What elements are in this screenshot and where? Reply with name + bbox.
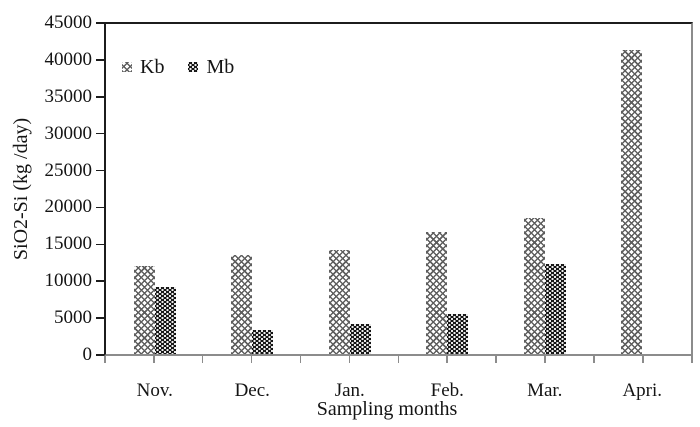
x-tick-mark [446,356,448,363]
y-tick-label: 45000 [44,12,93,33]
y-tick-label: 35000 [44,85,93,107]
y-tick-label: 15000 [44,233,93,255]
bar-kb-apri [621,50,643,354]
bar-mb-mar [544,264,566,354]
y-tick-label: 40000 [44,48,93,70]
legend: Kb Mb [122,57,234,77]
bar-mb-nov [154,287,176,354]
x-tick-mark [348,356,351,363]
legend-item-kb: Kb [122,57,164,77]
legend-label-kb: Kb [140,56,165,78]
x-tick-mark [642,356,644,363]
y-tick-label: 0 [82,344,93,365]
y-tick-mark [96,280,105,283]
bar-kb-jan [328,250,350,354]
x-tick-mark [495,356,497,363]
y-tick-mark [96,22,105,24]
y-tick-mark [96,206,105,209]
x-tick-mark [104,356,106,363]
legend-label-mb: Mb [206,56,235,78]
x-category-label: Dec. [234,380,270,401]
x-tick-mark [593,356,595,363]
y-tick-label: 10000 [44,270,93,292]
bar-kb-dec [231,255,253,354]
y-tick-mark [96,59,105,61]
y-tick-mark [96,354,105,356]
x-category-label: Nov. [136,380,173,401]
mb-dots-swatch-icon [188,62,199,72]
y-tick-mark [96,132,105,135]
y-tick-label: 5000 [54,307,92,329]
bar-mb-feb [447,314,469,354]
y-tick-mark [96,95,105,98]
y-tick-label: 20000 [44,196,93,218]
x-category-label: Jan. [334,380,365,401]
x-tick-mark [397,356,400,363]
x-tick-mark [691,356,693,363]
x-category-label: Apri. [622,380,663,401]
y-tick-label: 25000 [44,159,93,181]
plot-area: Kb Mb [104,22,693,356]
x-tick-mark [201,356,204,363]
bar-kb-mar [523,218,545,354]
y-tick-mark [96,169,105,172]
kb-hatch-swatch-icon [122,62,132,72]
bar-mb-dec [252,330,274,354]
bar-mb-jan [349,324,371,354]
legend-item-mb: Mb [188,57,234,77]
bar-kb-feb [426,232,448,354]
x-category-label: Feb. [430,380,464,401]
x-category-label: Mar. [527,380,563,401]
y-tick-label: 30000 [44,122,93,144]
x-axis-title: Sampling months [316,398,458,420]
x-tick-mark [250,356,253,363]
x-tick-mark [299,356,302,363]
x-tick-mark [152,356,155,363]
bar-kb-nov [133,266,155,354]
x-tick-mark [544,356,546,363]
y-tick-mark [96,317,105,319]
y-tick-mark [96,243,105,246]
